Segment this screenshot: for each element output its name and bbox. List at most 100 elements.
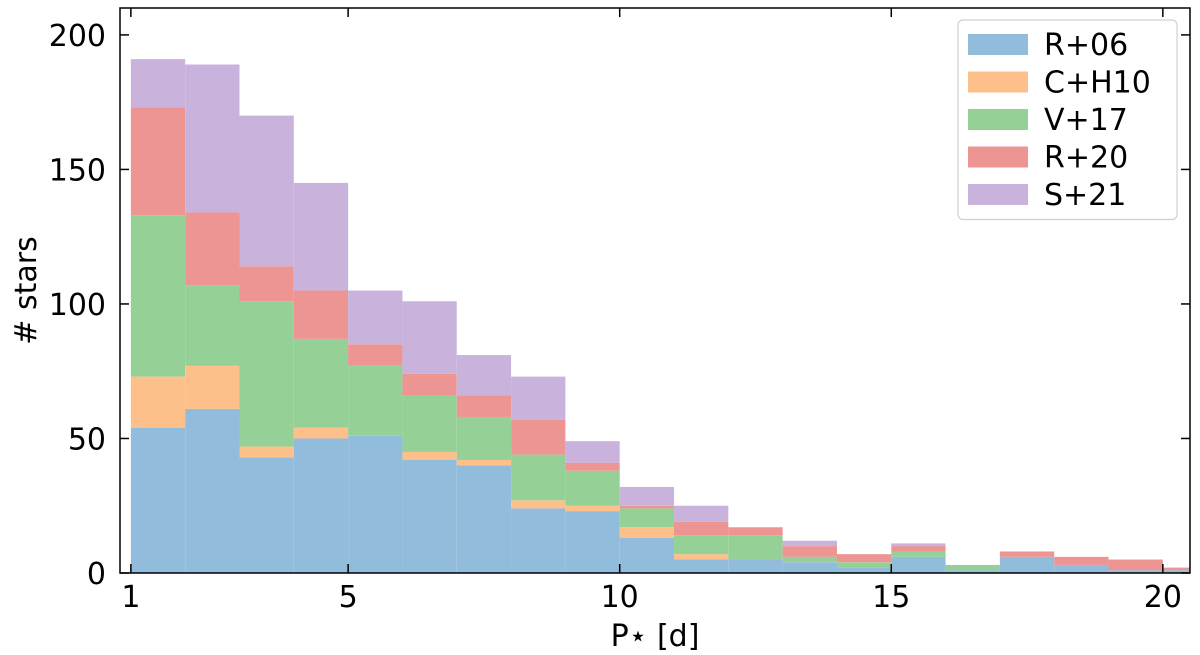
bar-c-h10-bin-8 [511,500,566,509]
y-tick-label: 150 [49,153,106,188]
bar-v-17-bin-9 [565,470,620,506]
bar-r-20-bin-4 [293,290,349,339]
bar-r-20-bin-17 [999,551,1055,557]
legend-label: R+06 [1044,28,1128,63]
bar-r-20-bin-15 [891,546,946,552]
bar-r-06-bin-4 [293,438,349,573]
bar-r-06-bin-10 [619,538,675,573]
plot-frame [119,7,1191,574]
bar-r-06-bin-17 [999,556,1055,573]
x-axis-label: P⋆ [d] [611,619,700,654]
bar-c-h10-bin-9 [565,505,620,512]
legend-swatch [968,146,1028,168]
bar-v-17-bin-6 [402,395,457,452]
y-tick-label: 0 [87,557,106,592]
bar-r-06-bin-14 [836,567,892,573]
bar-r-06-bin-2 [185,408,240,573]
bar-r-20-bin-1 [130,107,186,216]
legend-swatch [968,34,1028,55]
bar-s-21-bin-13 [782,540,837,547]
bar-r-06-bin-19 [1108,570,1163,573]
bar-c-h10-bin-2 [185,365,240,409]
bar-s-21-bin-3 [239,115,294,267]
bar-v-17-bin-4 [293,338,349,428]
bar-v-17-bin-10 [619,508,675,528]
bar-v-17-bin-12 [728,535,783,560]
bar-r-06-bin-20 [1162,570,1190,573]
bar-r-20-bin-9 [565,462,620,471]
bar-r-20-bin-6 [402,373,457,396]
legend-swatch [968,71,1028,93]
bar-s-21-bin-6 [402,301,457,374]
bar-c-h10-bin-3 [239,446,294,458]
bar-r-06-bin-6 [402,460,457,573]
bar-r-20-bin-19 [1108,559,1163,571]
legend-label: S+21 [1044,178,1126,213]
legend-swatch [968,184,1028,205]
bar-s-21-bin-8 [511,376,566,420]
bar-s-21-bin-2 [185,64,240,213]
bar-r-20-bin-13 [782,546,837,557]
bar-r-20-bin-14 [836,554,892,563]
y-tick-label: 100 [49,288,106,323]
bar-r-20-bin-8 [511,419,566,455]
bar-v-17-bin-11 [674,535,729,555]
bar-r-20-bin-2 [185,212,240,286]
bar-r-06-bin-18 [1054,564,1109,573]
y-tick-label: 50 [68,422,106,457]
bar-r-06-bin-16 [945,570,1000,573]
bar-s-21-bin-5 [348,290,403,345]
bar-r-06-bin-15 [891,556,946,573]
bar-s-21-bin-10 [619,486,675,506]
bar-s-21-bin-7 [456,355,512,396]
bars-group [130,59,1190,573]
x-tick-label: 15 [872,580,910,615]
bar-r-06-bin-8 [511,508,566,573]
bar-s-21-bin-15 [891,543,946,547]
x-tick-label: 1 [121,580,140,615]
bar-v-17-bin-7 [456,416,512,460]
bar-c-h10-bin-11 [674,554,729,560]
legend-swatch [968,109,1028,130]
bar-r-06-bin-3 [239,457,294,573]
bar-r-20-bin-5 [348,344,403,366]
legend-label: C+H10 [1044,66,1151,101]
x-tick-label: 10 [601,580,639,615]
legend-box [957,19,1178,221]
bar-r-20-bin-3 [239,266,294,302]
legend-label: V+17 [1044,103,1128,138]
bar-r-06-bin-1 [130,427,186,573]
x-tick-label: 5 [339,580,358,615]
bar-c-h10-bin-1 [130,376,186,428]
bar-v-17-bin-14 [836,562,892,568]
bar-r-06-bin-7 [456,465,512,573]
bar-s-21-bin-4 [293,182,349,291]
bar-r-20-bin-20 [1162,567,1190,571]
bar-v-17-bin-2 [185,285,240,366]
bar-r-20-bin-7 [456,395,512,417]
bar-r-20-bin-18 [1054,556,1109,565]
bar-r-06-bin-5 [348,435,403,573]
bar-r-06-bin-11 [674,559,729,573]
bar-r-06-bin-12 [728,559,783,573]
legend-label: R+20 [1044,141,1128,176]
bar-v-17-bin-16 [945,564,1000,571]
bar-c-h10-bin-7 [456,460,512,466]
bar-c-h10-bin-6 [402,451,457,460]
bar-s-21-bin-11 [674,505,729,522]
bar-v-17-bin-13 [782,556,837,563]
y-axis-label: # stars [9,236,44,344]
bar-c-h10-bin-10 [619,527,675,539]
bar-r-06-bin-9 [565,511,620,573]
bar-v-17-bin-8 [511,454,566,501]
bar-r-06-bin-13 [782,562,837,573]
bar-r-20-bin-12 [728,527,783,536]
bar-s-21-bin-9 [565,441,620,463]
bar-v-17-bin-1 [130,215,186,377]
bar-s-21-bin-1 [130,59,186,108]
bar-v-17-bin-15 [891,551,946,557]
x-tick-label: 20 [1144,580,1182,615]
